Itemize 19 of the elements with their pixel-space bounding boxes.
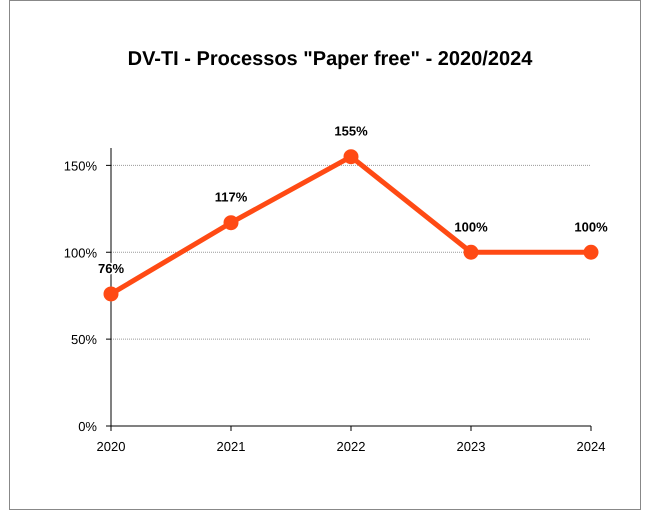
data-label: 117%: [214, 190, 248, 205]
y-tick-label: 50%: [70, 332, 98, 348]
point: [344, 149, 358, 164]
x-tick-label: 2024: [576, 439, 606, 454]
chart-title: DV-TI - Processos "Paper free" - 2020/2024: [128, 48, 534, 70]
point: [464, 244, 478, 260]
x-tick-label: 2020: [96, 439, 126, 454]
point: [584, 244, 598, 260]
y-tick-label: 0%: [78, 419, 98, 434]
y-tick-label: 150%: [64, 158, 98, 174]
x-tick-label: 2023: [456, 439, 486, 454]
x-tick-label: 2022: [336, 439, 366, 454]
data-label: 100%: [454, 219, 488, 234]
data-label: 155%: [334, 124, 368, 139]
data-label: 100%: [574, 219, 608, 234]
point: [224, 215, 238, 230]
x-tick-label: 2021: [216, 439, 246, 454]
point: [104, 286, 118, 302]
y-tick-label: 100%: [64, 245, 98, 260]
